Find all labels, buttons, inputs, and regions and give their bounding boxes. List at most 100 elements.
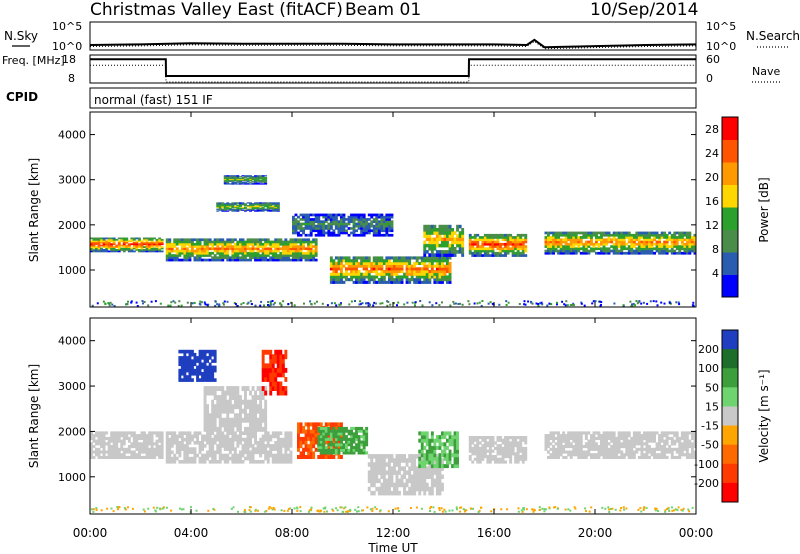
- power-cell-5: [365, 280, 369, 284]
- velocity-cell-6: [362, 429, 366, 433]
- power-cell-2: [256, 208, 260, 210]
- velocity-cell-1: [256, 444, 260, 448]
- power-cell-7: [496, 236, 500, 239]
- velocity-cell-1: [175, 434, 179, 439]
- power-cell-7: [476, 238, 480, 242]
- velocity-cell-10: [569, 445, 573, 449]
- velocity-cell-2: [228, 404, 232, 410]
- velocity-cell-1: [269, 444, 273, 448]
- power-cell-7: [476, 251, 480, 255]
- power-cell-4: [372, 229, 376, 233]
- velocity-cell-1: [221, 453, 225, 458]
- velocity-cell-2: [211, 408, 215, 414]
- power-cell-1: [274, 258, 278, 262]
- power-cell-3: [231, 178, 235, 181]
- power-cell-4: [342, 222, 346, 226]
- velocity-cell-0: [107, 447, 111, 451]
- power-cell-7: [524, 236, 528, 239]
- velocity-cell-9: [499, 452, 502, 456]
- power-cell-2: [239, 207, 242, 209]
- velocity-cell-2: [223, 404, 227, 410]
- power-cell-0: [92, 247, 96, 250]
- velocity-cell-0: [130, 442, 134, 446]
- power-ground-cell: [200, 301, 203, 304]
- velocity-cell-5: [309, 429, 313, 434]
- power-cell-0: [125, 240, 129, 243]
- power-cell-7: [476, 247, 480, 251]
- velocity-cell-1: [244, 437, 247, 442]
- velocity-cell-7: [438, 482, 442, 488]
- power-cell-4: [312, 213, 316, 217]
- power-cell-4: [327, 213, 331, 217]
- power-cell-6: [423, 247, 427, 251]
- power-cell-8: [584, 242, 588, 246]
- velocity-cell-8: [433, 449, 437, 454]
- velocity-cell-4: [180, 362, 184, 367]
- power-cell-7: [486, 240, 490, 244]
- velocity-cell-9: [473, 457, 477, 461]
- velocity-cell-6: [342, 448, 346, 452]
- power-cell-1: [249, 242, 252, 246]
- power-ground-cell: [279, 302, 282, 305]
- power-cell-5: [446, 256, 449, 260]
- velocity-cell-8: [435, 460, 439, 465]
- velocity-cell-4: [208, 362, 212, 367]
- power-cell-8: [584, 245, 588, 248]
- power-cell-8: [622, 247, 626, 251]
- velocity-cell-10: [559, 439, 563, 443]
- power-cell-5: [441, 272, 444, 276]
- power-cell-8: [637, 233, 641, 237]
- velocity-cell-2: [236, 399, 240, 405]
- power-cell-5: [380, 267, 384, 271]
- power-cell-0: [97, 249, 101, 251]
- velocity-cell-0: [143, 436, 146, 440]
- velocity-cell-1: [239, 441, 242, 445]
- power-cell-8: [670, 249, 674, 253]
- velocity-cell-1: [279, 441, 283, 445]
- power-cell-0: [92, 240, 96, 243]
- power-cell-8: [673, 236, 677, 239]
- power-cell-7: [483, 238, 487, 242]
- power-cell-5: [435, 264, 439, 268]
- power-cell-4: [319, 229, 323, 233]
- power-cell-0: [107, 238, 111, 241]
- power-cell-4: [317, 227, 321, 230]
- power-colorbar-tick: 28: [705, 123, 719, 136]
- power-ground-cell: [599, 300, 602, 303]
- power-cell-1: [206, 247, 209, 251]
- power-cell-4: [357, 218, 361, 221]
- power-cell-0: [92, 250, 96, 253]
- power-cell-8: [549, 242, 553, 246]
- power-cell-1: [309, 254, 313, 257]
- power-cell-5: [448, 256, 452, 260]
- velocity-cell-1: [221, 441, 225, 445]
- power-cell-4: [299, 233, 303, 237]
- velocity-cell-5: [297, 444, 300, 449]
- power-ground-cell: [668, 301, 671, 304]
- power-cell-3: [261, 183, 265, 185]
- power-cell-5: [360, 275, 364, 279]
- velocity-cell-6: [350, 435, 353, 439]
- velocity-cell-1: [289, 460, 293, 464]
- velocity-cell-4: [185, 375, 189, 379]
- power-cell-3: [261, 181, 265, 183]
- velocity-cell-1: [226, 460, 230, 464]
- power-cell-4: [304, 224, 308, 228]
- power-cell-1: [168, 249, 172, 253]
- power-cell-2: [254, 205, 257, 208]
- power-cell-1: [299, 242, 303, 246]
- power-cell-2: [249, 205, 252, 207]
- velocity-cell-1: [221, 437, 225, 442]
- power-cell-8: [627, 238, 631, 242]
- power-cell-1: [307, 254, 310, 257]
- power-cell-5: [367, 280, 371, 284]
- velocity-cell-1: [208, 447, 212, 451]
- power-cell-0: [130, 243, 134, 246]
- velocity-cell-4: [206, 378, 209, 382]
- velocity-cell-8: [446, 456, 449, 461]
- power-cell-2: [264, 205, 268, 208]
- power-ground-cell: [113, 305, 116, 307]
- velocity-cell-8: [446, 464, 449, 469]
- power-cell-8: [640, 240, 644, 244]
- velocity-cell-5: [307, 429, 310, 434]
